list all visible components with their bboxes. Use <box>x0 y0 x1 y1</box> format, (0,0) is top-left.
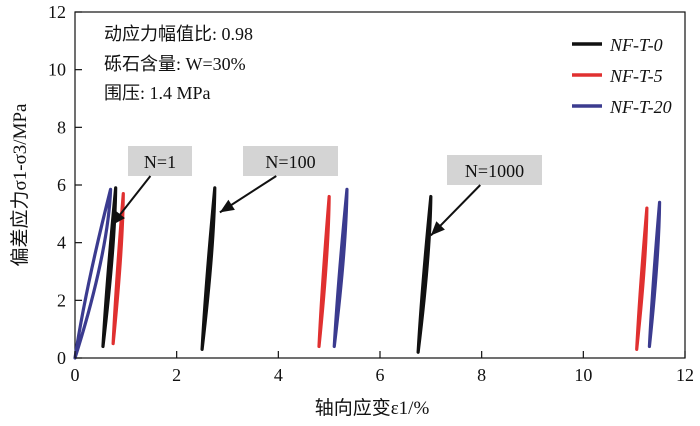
y-axis-ticks: 0 2 4 6 8 10 12 <box>48 2 82 368</box>
annotation-box <box>447 155 542 185</box>
note-gravel-content: 砾石含量: W=30% <box>104 54 246 74</box>
x-tick-label: 10 <box>574 365 592 385</box>
x-axis-ticks: 0 2 4 6 8 10 12 <box>71 351 694 385</box>
annotation-label: N=100 <box>265 152 315 172</box>
y-tick-label: 8 <box>57 117 66 137</box>
legend-label: NF-T-0 <box>609 35 663 55</box>
y-tick-label: 4 <box>57 233 66 253</box>
y-tick-label: 6 <box>57 175 66 195</box>
loop-2-0 <box>73 187 113 360</box>
loop-0-1 <box>200 186 217 351</box>
y-tick-label: 2 <box>57 290 66 310</box>
annotation-arrowhead <box>219 199 235 213</box>
annotation-label: N=1 <box>144 152 176 172</box>
legend: NF-T-0 NF-T-5 NF-T-20 <box>572 35 672 117</box>
loop-1-0 <box>111 192 125 346</box>
annotation-box <box>128 146 192 176</box>
loop-1-1 <box>317 194 331 349</box>
x-tick-label: 4 <box>274 365 283 385</box>
y-tick-label: 10 <box>48 60 66 80</box>
y-tick-label: 12 <box>48 2 66 22</box>
annotation-arrowhead <box>430 221 445 236</box>
note-stress-ratio: 动应力幅值比: 0.98 <box>104 24 253 44</box>
annotation-label: N=1000 <box>465 161 524 181</box>
loop-0-0 <box>101 186 118 349</box>
x-axis-label: 轴向应变ε1/% <box>315 397 430 419</box>
loop-2-2 <box>647 200 662 349</box>
hysteresis-loops <box>73 186 662 360</box>
y-axis-label: 偏差应力σ1-σ3/MPa <box>9 103 31 267</box>
annotation-box <box>243 146 338 176</box>
loop-0-2 <box>416 194 433 354</box>
y-tick-label: 0 <box>57 348 66 368</box>
legend-label: NF-T-5 <box>609 66 663 86</box>
x-tick-label: 0 <box>71 365 80 385</box>
x-tick-label: 12 <box>676 365 694 385</box>
x-tick-label: 8 <box>477 365 486 385</box>
annotation-arrowhead <box>111 210 125 226</box>
note-confining-pressure: 围压: 1.4 MPa <box>104 83 211 103</box>
legend-label: NF-T-20 <box>609 97 672 117</box>
x-tick-label: 6 <box>376 365 385 385</box>
loop-2-1 <box>332 187 349 349</box>
loop-1-2 <box>635 206 649 351</box>
annotations: N=1 N=100 N=1000 <box>110 146 542 237</box>
x-tick-label: 2 <box>172 365 181 385</box>
